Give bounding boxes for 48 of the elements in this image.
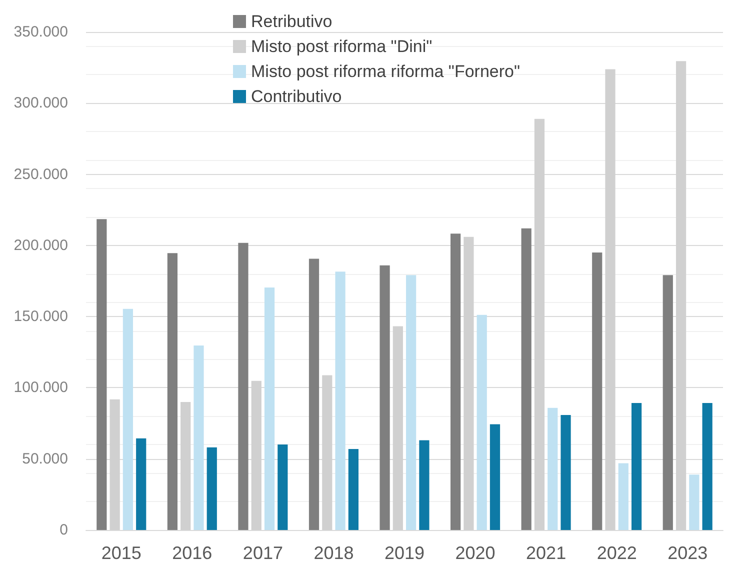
- bar: [631, 402, 642, 530]
- bar: [560, 415, 571, 530]
- legend-label: Misto post riforma riforma "Fornero": [251, 62, 520, 81]
- bar: [348, 449, 358, 530]
- bar: [308, 258, 320, 530]
- bar: [476, 314, 487, 530]
- x-tick-label: 2016: [172, 543, 212, 563]
- bar: [689, 474, 700, 530]
- x-tick-label: 2019: [384, 543, 425, 563]
- bar: [264, 288, 275, 530]
- bar: [278, 444, 288, 530]
- x-tick-label: 2015: [101, 543, 142, 563]
- bar: [592, 252, 602, 530]
- bar: [96, 219, 107, 530]
- bar: [490, 424, 500, 530]
- legend-label: Retributivo: [251, 12, 332, 31]
- bar: [122, 308, 134, 530]
- y-tick-label: 0: [60, 522, 68, 538]
- bar: [380, 265, 390, 530]
- bar: [194, 345, 204, 530]
- y-tick-label: 350.000: [14, 24, 68, 40]
- y-tick-label: 50.000: [22, 450, 68, 468]
- x-tick-label: 2018: [314, 543, 354, 563]
- x-tick-label: 2022: [596, 543, 637, 563]
- y-tick-label: 300.000: [14, 94, 68, 112]
- y-tick-label: 150.000: [14, 308, 68, 326]
- x-tick-label: 2017: [242, 543, 283, 563]
- bar: [206, 447, 217, 530]
- bar: [618, 463, 628, 530]
- x-tick-label: 2020: [455, 543, 496, 563]
- bar: [702, 402, 712, 530]
- bar: [136, 438, 146, 530]
- x-tick-label: 2021: [526, 543, 566, 563]
- legend-label: Misto post riforma "Dini": [251, 37, 432, 56]
- bar: [548, 408, 558, 530]
- x-tick-label: 2023: [668, 543, 708, 563]
- bar: [167, 253, 178, 530]
- bar: [662, 275, 673, 530]
- bar: [335, 272, 346, 530]
- bar: [450, 234, 461, 530]
- y-tick-label: 200.000: [14, 236, 68, 254]
- bar: [419, 440, 430, 530]
- bar: [238, 242, 248, 530]
- legend-label: Contributivo: [251, 87, 342, 106]
- y-tick-label: 100.000: [14, 379, 68, 396]
- bar: [406, 275, 416, 530]
- bar: [521, 228, 532, 530]
- y-tick-label: 250.000: [14, 166, 68, 183]
